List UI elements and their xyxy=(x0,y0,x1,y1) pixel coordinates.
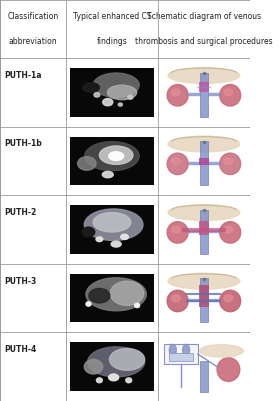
Ellipse shape xyxy=(224,89,233,96)
Ellipse shape xyxy=(86,302,91,306)
Bar xyxy=(200,361,208,392)
Ellipse shape xyxy=(199,345,243,357)
Ellipse shape xyxy=(94,93,100,97)
Bar xyxy=(70,68,154,117)
Ellipse shape xyxy=(83,83,99,93)
Bar xyxy=(200,278,208,322)
Ellipse shape xyxy=(85,142,139,171)
Bar xyxy=(70,342,154,391)
Ellipse shape xyxy=(109,348,145,371)
Text: PUTH-1b: PUTH-1b xyxy=(4,140,42,148)
Ellipse shape xyxy=(167,222,188,243)
Bar xyxy=(200,141,208,185)
Ellipse shape xyxy=(168,205,240,221)
Ellipse shape xyxy=(102,172,113,178)
Ellipse shape xyxy=(86,278,146,311)
Circle shape xyxy=(169,344,176,356)
Text: thrombosis and surgical procedures: thrombosis and surgical procedures xyxy=(135,37,273,47)
Bar xyxy=(200,73,208,117)
Ellipse shape xyxy=(168,273,240,289)
Ellipse shape xyxy=(128,95,133,99)
Ellipse shape xyxy=(224,158,233,164)
Bar xyxy=(70,274,154,322)
Ellipse shape xyxy=(109,152,124,160)
Ellipse shape xyxy=(84,209,143,241)
Ellipse shape xyxy=(121,234,128,239)
Bar xyxy=(169,353,193,361)
Text: abbreviation: abbreviation xyxy=(9,37,57,47)
Ellipse shape xyxy=(93,73,139,97)
Ellipse shape xyxy=(126,378,132,383)
Bar xyxy=(199,158,209,165)
Ellipse shape xyxy=(224,295,233,302)
Text: PUTH-2: PUTH-2 xyxy=(4,208,36,217)
Text: findings: findings xyxy=(97,37,127,47)
Bar xyxy=(70,68,154,117)
Ellipse shape xyxy=(172,295,180,302)
Text: PUTH-1a: PUTH-1a xyxy=(4,71,41,80)
Ellipse shape xyxy=(99,146,133,164)
Circle shape xyxy=(183,344,190,356)
Ellipse shape xyxy=(109,374,119,381)
Ellipse shape xyxy=(168,67,240,83)
Bar xyxy=(70,274,154,322)
Ellipse shape xyxy=(134,303,140,308)
Ellipse shape xyxy=(220,153,241,174)
Ellipse shape xyxy=(168,136,240,152)
Ellipse shape xyxy=(172,226,180,233)
Ellipse shape xyxy=(118,103,122,106)
Ellipse shape xyxy=(220,85,241,106)
Text: PUTH-4: PUTH-4 xyxy=(4,345,36,354)
Ellipse shape xyxy=(89,288,110,303)
Bar xyxy=(199,82,209,92)
Bar xyxy=(199,221,209,235)
Bar xyxy=(200,210,208,254)
Ellipse shape xyxy=(217,358,240,381)
Bar xyxy=(70,137,154,185)
Ellipse shape xyxy=(88,347,145,377)
Bar xyxy=(70,137,154,185)
Ellipse shape xyxy=(167,290,188,312)
Text: Typical enhanced CT: Typical enhanced CT xyxy=(73,12,151,21)
Ellipse shape xyxy=(84,359,103,374)
Ellipse shape xyxy=(107,85,137,100)
Ellipse shape xyxy=(82,227,95,237)
Ellipse shape xyxy=(103,99,113,106)
Ellipse shape xyxy=(96,237,103,242)
Text: PUTH-3: PUTH-3 xyxy=(4,277,36,286)
Bar xyxy=(199,285,209,307)
Ellipse shape xyxy=(167,153,188,174)
Ellipse shape xyxy=(172,158,180,164)
Ellipse shape xyxy=(97,378,102,383)
Ellipse shape xyxy=(167,85,188,106)
Bar xyxy=(70,342,154,391)
Ellipse shape xyxy=(224,226,233,233)
Ellipse shape xyxy=(78,157,96,170)
Bar xyxy=(70,205,154,254)
Text: Schematic diagram of venous: Schematic diagram of venous xyxy=(147,12,261,21)
Ellipse shape xyxy=(220,222,241,243)
Ellipse shape xyxy=(111,241,121,247)
Text: Classification: Classification xyxy=(8,12,59,21)
Ellipse shape xyxy=(220,290,241,312)
Ellipse shape xyxy=(110,281,144,306)
Ellipse shape xyxy=(172,89,180,96)
Bar xyxy=(70,205,154,254)
Ellipse shape xyxy=(93,213,131,232)
Bar xyxy=(165,344,198,364)
